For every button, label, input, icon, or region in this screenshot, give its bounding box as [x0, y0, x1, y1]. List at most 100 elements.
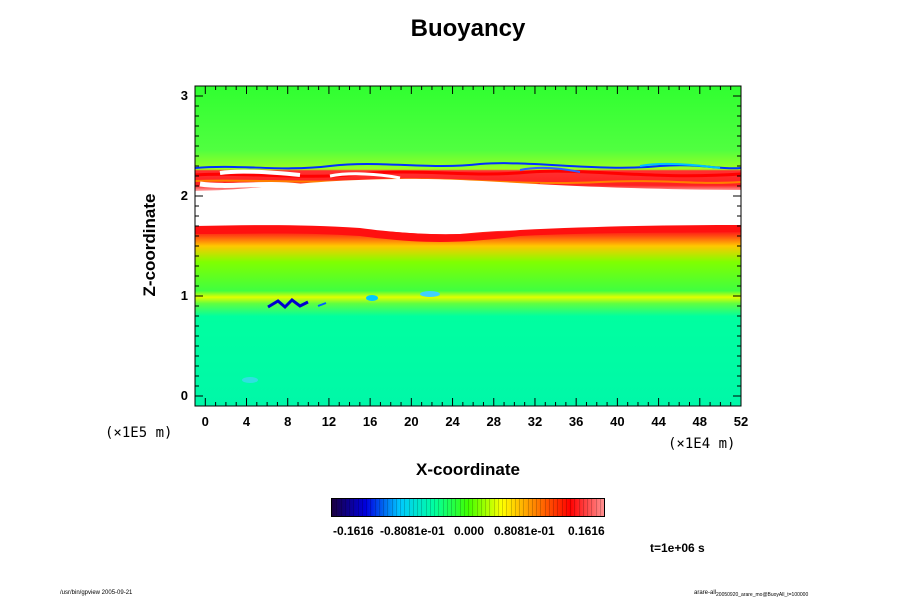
y-tick-label: 0	[180, 388, 188, 403]
colorbar-cell-divider	[591, 499, 593, 516]
footer-left: /usr/bin/gpview 2005-09-21	[60, 590, 133, 596]
colorbar-cell-divider	[378, 499, 380, 516]
colorbar-cell-divider	[434, 499, 435, 516]
x-tick-label: 0	[201, 414, 209, 429]
colorbar-cell-divider	[544, 499, 546, 516]
colorbar-cell-divider	[587, 499, 588, 516]
colorbar-cell-divider	[514, 499, 516, 516]
colorbar-cell-divider	[451, 499, 452, 516]
colorbar-cell-divider	[463, 499, 465, 516]
colorbar-cell-divider	[412, 499, 414, 516]
x-tick-label: 44	[651, 414, 666, 429]
colorbar-cell-divider	[570, 499, 571, 516]
out-of-range-gap	[195, 178, 741, 235]
colorbar-cell-divider	[472, 499, 474, 516]
colorbar-cell-divider	[349, 499, 350, 516]
colorbar-cell-divider	[523, 499, 525, 516]
x-tick-marks	[204, 86, 742, 406]
colorbar-cell-divider	[387, 499, 389, 516]
colorbar-cell-divider	[336, 499, 338, 516]
colorbar-cell-divider	[557, 499, 559, 516]
x-tick-label: 8	[284, 414, 292, 429]
y-tick-marks	[195, 95, 741, 397]
plot-field	[195, 86, 741, 406]
colorbar-cell-divider	[417, 499, 418, 516]
colorbar-cell-divider	[489, 499, 491, 516]
x-tick-label: 24	[445, 414, 460, 429]
colorbar-cell-divider	[344, 499, 346, 516]
colorbar-cell-divider	[442, 499, 444, 516]
y-tick-label: 2	[180, 188, 188, 203]
colorbar-cell-divider	[506, 499, 508, 516]
colorbar-cell-divider	[599, 499, 601, 516]
colorbar-cell-divider	[578, 499, 580, 516]
y-tick-label: 3	[180, 88, 188, 103]
colorbar-cell-divider	[353, 499, 355, 516]
colorbar-cell-divider	[540, 499, 542, 516]
footer-right-main: arare-all	[694, 590, 717, 596]
colorbar-cell-divider	[480, 499, 482, 516]
x-axis-multiplier: (×1E4 m)	[668, 436, 736, 452]
colorbar-cell-divider	[404, 499, 406, 516]
x-tick-label: 40	[610, 414, 625, 429]
colorbar-label: -0.8081e-01	[380, 524, 445, 538]
colorbar-cell-divider	[408, 499, 410, 516]
colorbar-cell-divider	[527, 499, 529, 516]
footer-right-sub: 20050920_arare_mo@BuoyAll_t=100000	[716, 592, 809, 599]
colorbar-cell-divider	[548, 499, 550, 516]
colorbar-cell-divider	[370, 499, 372, 516]
colorbar-cell-divider	[595, 499, 597, 516]
colorbar-cell-divider	[357, 499, 359, 516]
colorbar-cell-divider	[391, 499, 393, 516]
x-tick-label: 20	[404, 414, 419, 429]
colorbar-cell-divider	[536, 499, 537, 516]
colorbar-cell-divider	[395, 499, 397, 516]
colorbar-cell-divider	[438, 499, 440, 516]
colorbar-cell-divider	[468, 499, 469, 516]
colorbar-cell-divider	[476, 499, 478, 516]
x-tick-label: 48	[692, 414, 708, 429]
y-axis-label: Z-coordinate	[140, 193, 159, 297]
colorbar-cell-divider	[340, 499, 342, 516]
colorbar-cell-divider	[553, 499, 554, 516]
x-tick-label: 12	[321, 414, 337, 429]
colorbar-cell-divider	[502, 499, 503, 516]
colorbar-cell-divider	[425, 499, 427, 516]
colorbar-cell-divider	[429, 499, 431, 516]
colorbar	[331, 498, 605, 517]
colorbar-cell-divider	[565, 499, 567, 516]
lower-strong-band	[195, 225, 741, 242]
colorbar-cell-divider	[383, 499, 384, 516]
colorbar-cell-divider	[519, 499, 520, 516]
colorbar-label: -0.1616	[333, 524, 374, 538]
colorbar-cell-divider	[485, 499, 486, 516]
x-tick-label: 32	[527, 414, 543, 429]
colorbar-label: 0.1616	[568, 524, 605, 538]
colorbar-cell-divider	[582, 499, 584, 516]
colorbar-cell-divider	[531, 499, 533, 516]
colorbar-label: 0.000	[454, 524, 485, 538]
x-tick-label: 36	[568, 414, 584, 429]
colorbar-cell-divider	[510, 499, 512, 516]
colorbar-cell-divider	[421, 499, 423, 516]
footer-right: arare-all20050920_arare_mo@BuoyAll_t=100…	[694, 590, 808, 598]
colorbar-cell-divider	[497, 499, 499, 516]
colorbar-cell-divider	[446, 499, 448, 516]
y-tick-label: 1	[180, 288, 188, 303]
time-annotation: t=1e+06 s	[650, 541, 705, 555]
x-tick-label: 4	[242, 414, 251, 429]
colorbar-cell-divider	[361, 499, 363, 516]
x-tick-label: 16	[362, 414, 378, 429]
colorbar-label: 0.8081e-01	[494, 524, 555, 538]
colorbar-cell-divider	[455, 499, 457, 516]
y-axis-multiplier: (×1E5 m)	[105, 425, 173, 441]
colorbar-cell-divider	[366, 499, 367, 516]
colorbar-cell-divider	[574, 499, 576, 516]
colorbar-cell-divider	[561, 499, 563, 516]
chart-title: Buoyancy	[410, 15, 526, 42]
colorbar-cell-divider	[374, 499, 376, 516]
colorbar-cell-divider	[400, 499, 401, 516]
colorbar-cell-divider	[459, 499, 461, 516]
x-axis-label: X-coordinate	[416, 460, 520, 479]
